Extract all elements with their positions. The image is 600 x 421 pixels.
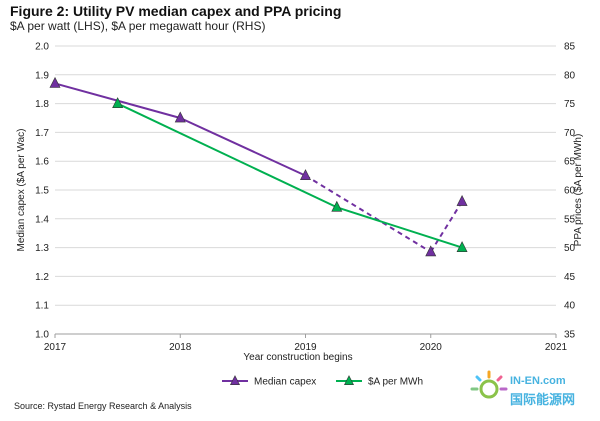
series-0-point bbox=[425, 245, 437, 257]
series-1-point bbox=[456, 241, 468, 252]
x-tick-label: 2021 bbox=[545, 342, 568, 353]
series-0-point bbox=[49, 76, 61, 88]
y-right-tick-label: 65 bbox=[564, 157, 576, 168]
y-axis-left-label: Median capex ($A per Wac) bbox=[16, 128, 27, 251]
chart-title: Figure 2: Utility PV median capex and PP… bbox=[10, 3, 342, 19]
y-left-tick-label: 1.7 bbox=[35, 128, 49, 139]
x-axis-label: Year construction begins bbox=[243, 352, 352, 363]
series-markers bbox=[49, 76, 468, 257]
legend-marker bbox=[344, 375, 354, 385]
watermark: IN-EN.com 国际能源网 bbox=[470, 367, 590, 415]
tick-labels: 1.0 1.1 1.2 1.3 1.4 1.5 1.6 1.7 1.8 1.9 2.0 35 40 45 5… bbox=[35, 42, 575, 354]
legend-label: Median capex bbox=[254, 377, 316, 388]
watermark-url: IN-EN.com bbox=[510, 375, 566, 387]
y-right-tick-label: 40 bbox=[564, 301, 576, 312]
legend-label: $A per MWh bbox=[368, 377, 423, 388]
y-right-tick-label: 80 bbox=[564, 70, 576, 81]
y-left-tick-label: 1.0 bbox=[35, 330, 49, 341]
series-1-point bbox=[331, 200, 343, 212]
y-right-tick-label: 85 bbox=[564, 42, 576, 53]
series-0-point bbox=[456, 195, 468, 206]
legend-marker bbox=[230, 375, 240, 385]
series-1-segment bbox=[336, 206, 463, 249]
y-left-tick-label: 1.8 bbox=[35, 99, 49, 110]
y-left-tick-label: 1.2 bbox=[35, 272, 49, 283]
axes bbox=[54, 333, 557, 338]
series-0-segment bbox=[429, 200, 463, 253]
y-axis-right-label: PPA prices ($A per MWh) bbox=[573, 134, 584, 247]
series-0-point bbox=[174, 111, 186, 123]
y-left-tick-label: 1.3 bbox=[35, 243, 49, 254]
y-left-tick-label: 1.9 bbox=[35, 70, 49, 81]
legend: Median capex $A per MWh bbox=[222, 375, 423, 388]
x-tick-label: 2019 bbox=[294, 342, 317, 353]
x-tick-label: 2020 bbox=[420, 342, 443, 353]
y-left-tick-label: 1.5 bbox=[35, 186, 49, 197]
y-right-tick-label: 50 bbox=[564, 243, 576, 254]
y-left-tick-label: 1.1 bbox=[35, 301, 49, 312]
y-right-tick-label: 45 bbox=[564, 272, 576, 283]
x-tick-label: 2018 bbox=[169, 342, 192, 353]
series-1-point bbox=[112, 97, 124, 108]
series-1-segment bbox=[117, 102, 338, 209]
y-left-tick-label: 1.4 bbox=[35, 214, 49, 225]
y-right-tick-label: 70 bbox=[564, 128, 576, 139]
source-note: Source: Rystad Energy Research & Analysi… bbox=[14, 401, 192, 411]
grid-lines bbox=[55, 45, 556, 306]
series-lines bbox=[54, 82, 463, 253]
y-right-tick-label: 60 bbox=[564, 186, 576, 197]
x-tick-label: 2017 bbox=[44, 342, 67, 353]
watermark-cn: 国际能源网 bbox=[510, 392, 576, 407]
chart-subtitle: $A per watt (LHS), $A per megawatt hour … bbox=[10, 19, 266, 33]
series-0-segment bbox=[179, 117, 306, 177]
y-right-tick-label: 55 bbox=[564, 214, 576, 225]
series-0-segment bbox=[304, 174, 432, 253]
y-left-tick-label: 2.0 bbox=[35, 42, 49, 53]
sun-logo-icon bbox=[470, 370, 508, 399]
series-0-point bbox=[300, 169, 311, 180]
y-left-tick-label: 1.6 bbox=[35, 157, 49, 168]
y-right-tick-label: 75 bbox=[564, 99, 576, 110]
y-right-tick-label: 35 bbox=[564, 330, 576, 341]
